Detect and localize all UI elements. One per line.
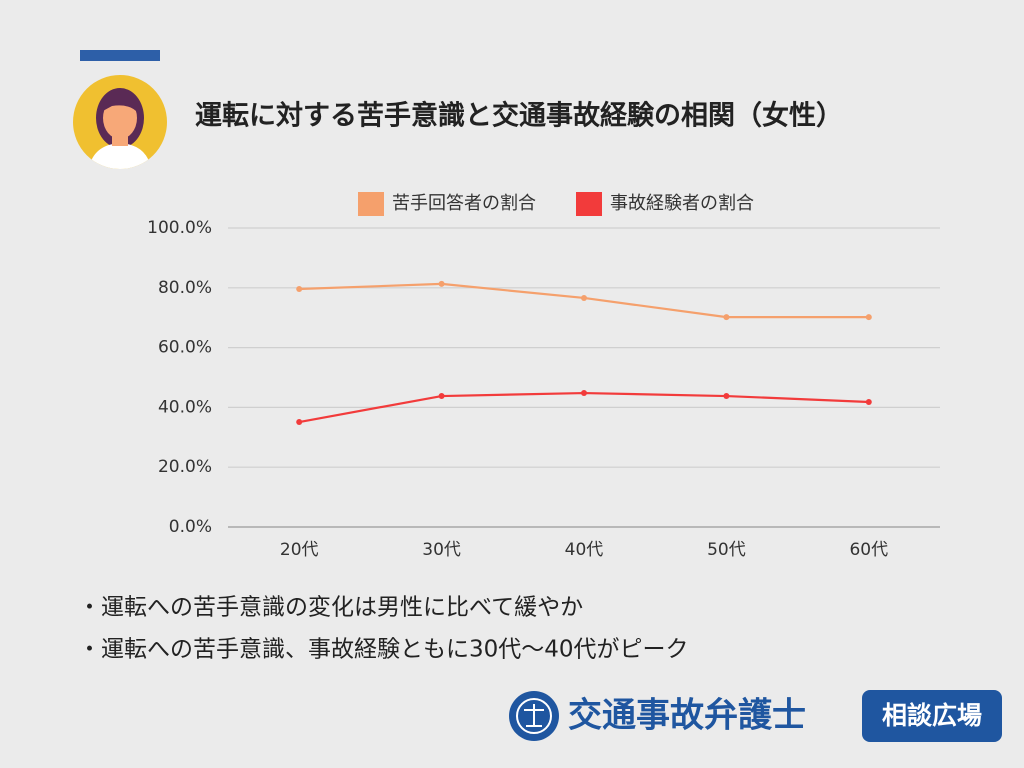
data-point <box>438 393 445 400</box>
logo-text: 交通事故弁護士 <box>568 696 806 736</box>
x-tick-label: 20代 <box>280 540 319 560</box>
legend-label: 事故経験者の割合 <box>610 193 754 214</box>
legend-swatch <box>576 192 602 216</box>
y-tick-label: 60.0% <box>158 338 212 358</box>
bullet: ・運転への苦手意識、事故経験ともに30代〜40代がピーク <box>78 637 689 663</box>
y-tick-label: 80.0% <box>158 278 212 298</box>
x-tick-label: 50代 <box>707 540 746 560</box>
y-tick-label: 0.0% <box>169 517 212 537</box>
data-point <box>723 393 730 400</box>
bullet: ・運転への苦手意識の変化は男性に比べて緩やか <box>78 595 583 621</box>
data-point <box>581 294 587 301</box>
data-point <box>865 399 872 406</box>
x-tick-label: 60代 <box>849 540 888 560</box>
accent-bar <box>80 50 160 61</box>
legend-label: 苦手回答者の割合 <box>392 193 536 214</box>
badge-text: 相談広場 <box>882 701 982 730</box>
avatar <box>73 75 167 169</box>
title: 運転に対する苦手意識と交通事故経験の相関（女性） <box>195 100 843 132</box>
y-tick-label: 100.0% <box>147 218 212 238</box>
x-tick-label: 30代 <box>422 540 461 560</box>
data-point <box>723 314 730 321</box>
y-tick-label: 20.0% <box>158 457 212 477</box>
data-point <box>296 285 303 292</box>
data-point <box>438 280 445 287</box>
data-point <box>581 390 587 397</box>
y-tick-label: 40.0% <box>158 397 212 417</box>
badge-box <box>862 690 1002 742</box>
x-tick-label: 40代 <box>565 540 604 560</box>
logo-icon <box>509 691 559 741</box>
legend-swatch <box>358 192 384 216</box>
data-point <box>865 314 872 321</box>
data-point <box>296 419 303 426</box>
